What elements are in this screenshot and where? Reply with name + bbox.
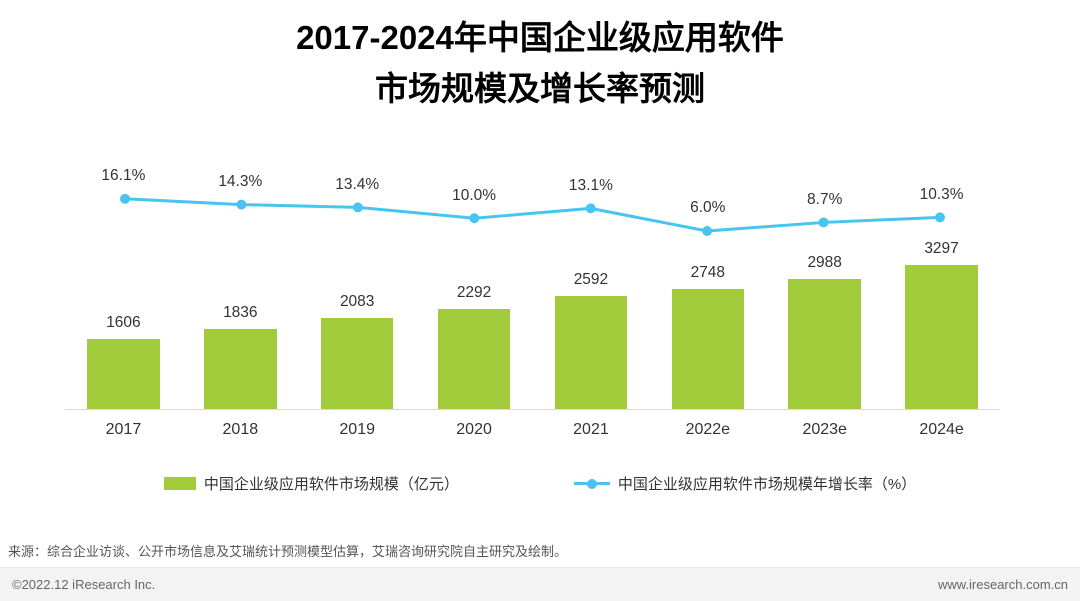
bar-column: 2083 — [299, 293, 416, 409]
x-axis-label: 2020 — [456, 421, 492, 438]
bar-value-label: 2748 — [690, 264, 726, 281]
bar-column: 3297 — [883, 240, 1000, 409]
bar-value-label: 3297 — [924, 240, 959, 257]
legend-line-label: 中国企业级应用软件市场规模年增长率（%） — [617, 476, 917, 493]
x-axis-label: 2019 — [339, 421, 375, 438]
bar-column: 2292 — [416, 284, 533, 409]
bar-series: 1606 1836 2083 2292 2592 2748 2988 3297 — [65, 155, 1000, 409]
bar-column: 1836 — [182, 304, 299, 409]
bar — [437, 308, 511, 409]
growth-rate-label: 10.3% — [919, 185, 964, 203]
bar-column: 2592 — [533, 271, 650, 409]
bar-column: 1606 — [65, 314, 182, 409]
bar-value-label: 2592 — [573, 270, 609, 288]
growth-rate-label: 8.7% — [807, 190, 843, 208]
growth-rate-label: 10.0% — [452, 186, 497, 204]
bottom-bar: ©2022.12 iResearch Inc. www.iresearch.co… — [0, 567, 1080, 601]
growth-rate-label: 14.3% — [218, 172, 263, 190]
chart-title: 2017-2024年中国企业级应用软件 市场规模及增长率预测 — [0, 12, 1080, 114]
bar — [87, 338, 160, 409]
website-link[interactable]: www.iresearch.com.cn — [937, 577, 1068, 592]
copyright-text: ©2022.12 iResearch Inc. — [12, 577, 156, 592]
bar-value-label: 2988 — [807, 253, 842, 271]
legend-bar-label: 中国企业级应用软件市场规模（亿元） — [203, 476, 459, 493]
bar — [554, 295, 628, 409]
legend-line-swatch-icon — [573, 477, 610, 490]
x-axis-label: 2023e — [802, 421, 847, 438]
legend-item-bar: 中国企业级应用软件市场规模（亿元） — [163, 473, 459, 494]
x-axis-label: 2024e — [919, 421, 964, 438]
chart-title-line1: 2017-2024年中国企业级应用软件 — [296, 19, 784, 56]
x-axis-label: 2022e — [685, 421, 731, 438]
chart-title-line2: 市场规模及增长率预测 — [375, 70, 705, 108]
bar — [671, 289, 745, 409]
growth-rate-label: 13.1% — [568, 176, 613, 194]
bar-column: 2988 — [766, 253, 883, 409]
x-axis-label: 2021 — [573, 421, 609, 438]
x-axis-label: 2017 — [105, 421, 142, 438]
bar — [788, 278, 861, 409]
chart-area: 1606 1836 2083 2292 2592 2748 2988 3297 16.1% 14… — [65, 155, 1000, 410]
bar-column: 2748 — [649, 264, 766, 409]
growth-rate-label: 16.1% — [101, 167, 146, 184]
bar — [204, 328, 277, 409]
bar-value-label: 2292 — [456, 283, 492, 301]
bar — [320, 318, 394, 409]
bar-value-label: 1606 — [106, 313, 141, 331]
bar-value-label: 2083 — [339, 293, 375, 310]
legend: 中国企业级应用软件市场规模（亿元） 中国企业级应用软件市场规模年增长率（%） — [0, 473, 1080, 494]
legend-line-dot — [586, 478, 597, 489]
legend-item-line: 中国企业级应用软件市场规模年增长率（%） — [573, 473, 917, 494]
x-axis: 2017 2018 2019 2020 2021 2022e 2023e 2024e — [65, 421, 1000, 439]
growth-rate-label: 13.4% — [335, 175, 380, 193]
growth-rate-label: 6.0% — [690, 199, 726, 217]
source-note: 来源：综合企业访谈、公开市场信息及艾瑞统计预测模型估算，艾瑞咨询研究院自主研究及… — [8, 544, 568, 559]
legend-bar-swatch-icon — [163, 477, 196, 490]
bar — [905, 265, 978, 409]
bar-value-label: 1836 — [223, 303, 258, 321]
x-axis-label: 2018 — [222, 421, 259, 438]
